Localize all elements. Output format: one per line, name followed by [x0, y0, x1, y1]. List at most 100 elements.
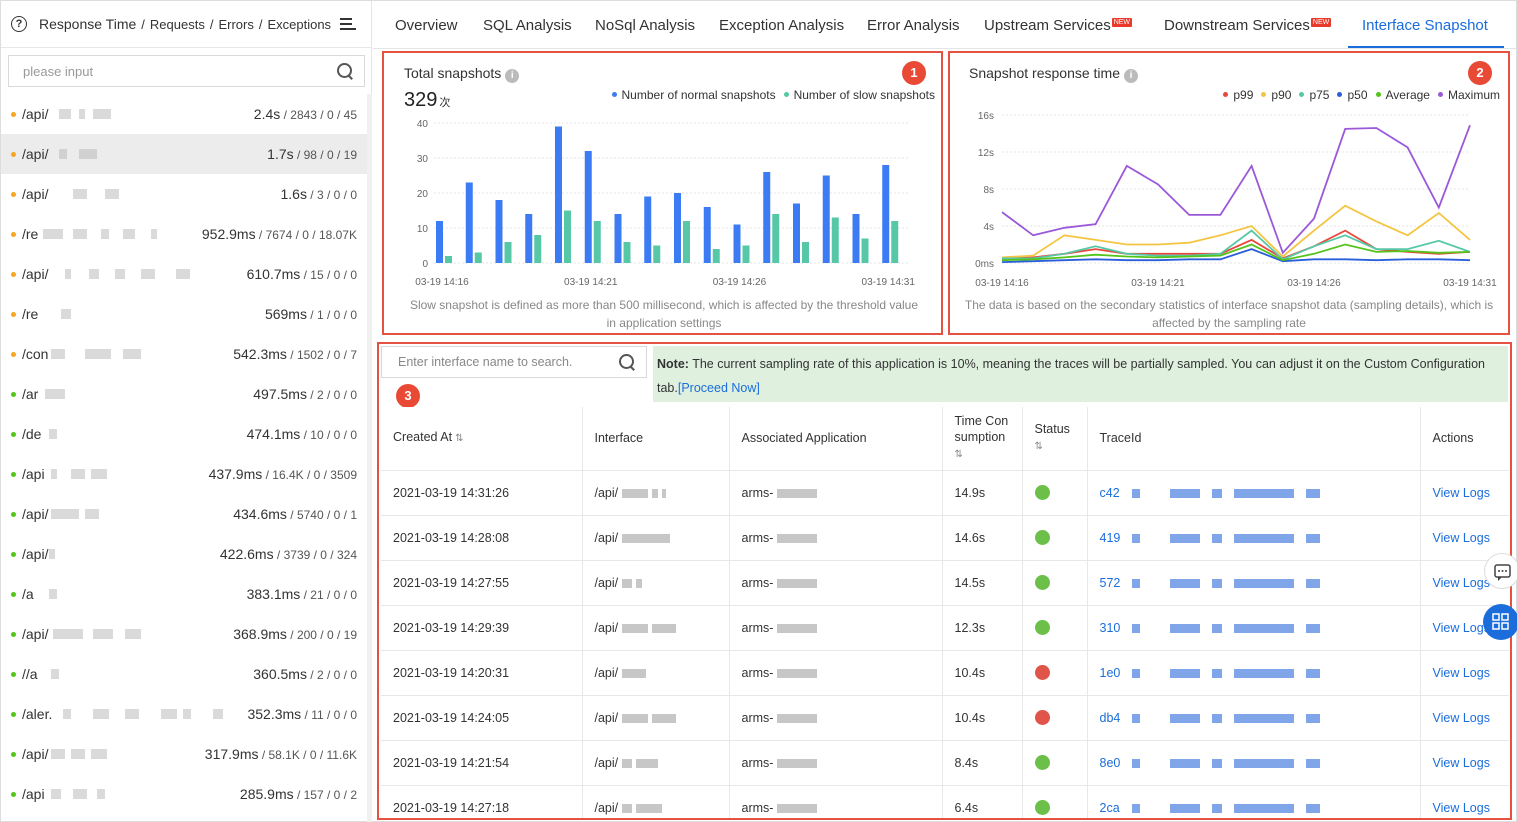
legend-item[interactable]: Number of slow snapshots [783, 88, 935, 102]
col-time-consumption[interactable]: Time Con sumption ⇅ [942, 407, 1023, 471]
interface-metrics: 285.9ms / 157 / 0 / 2 [240, 786, 357, 802]
traceid-link[interactable]: 310 [1099, 620, 1121, 635]
legend-item[interactable]: Maximum [1437, 88, 1500, 102]
traceid-cell[interactable]: db4 [1087, 695, 1421, 741]
view-logs-link[interactable]: View Logs [1432, 485, 1490, 500]
sort-icon[interactable]: ⇅ [1034, 441, 1043, 453]
list-item[interactable]: /re 952.9ms / 7674 / 0 / 18.07K [1, 214, 367, 254]
list-item[interactable]: //a 360.5ms / 2 / 0 / 0 [1, 654, 367, 694]
traceid-cell[interactable]: c42 [1087, 470, 1421, 516]
redacted-text [49, 589, 57, 599]
list-item[interactable]: /api/2.4s / 2843 / 0 / 45 [1, 94, 367, 134]
col-status[interactable]: Status ⇅ [1022, 407, 1088, 471]
search-icon[interactable] [618, 353, 636, 371]
interface-cell: /api/ [582, 695, 730, 741]
list-item[interactable]: /api/434.6ms / 5740 / 0 / 1 [1, 494, 367, 534]
x-tick-label: 03-19 14:26 [1287, 278, 1341, 289]
table-row: 2021-03-19 14:27:18/api/arms- 6.4s 2ca View… [381, 785, 1509, 818]
traceid-cell[interactable]: 1e0 [1087, 650, 1421, 696]
view-logs-link[interactable]: View Logs [1432, 800, 1490, 815]
tab-error-analysis[interactable]: Error Analysis [867, 17, 960, 34]
traceid-cell[interactable]: 310 [1087, 605, 1421, 651]
sidebar-scrollbar[interactable] [367, 94, 372, 822]
sort-icon[interactable]: ⇅ [455, 433, 464, 445]
tab-nosql-analysis[interactable]: NoSql Analysis [595, 17, 695, 34]
bar [593, 221, 601, 263]
legend-item[interactable]: Average [1375, 88, 1430, 102]
tab-label: Exception Analysis [719, 17, 845, 34]
traceid-cell[interactable]: 2ca [1087, 785, 1421, 818]
sort-menu-icon[interactable] [340, 17, 357, 31]
response-time: 1.7s [267, 146, 294, 162]
interface-search-input[interactable]: Enter interface name to search. [381, 346, 647, 378]
view-logs-link[interactable]: View Logs [1432, 530, 1490, 545]
view-logs-link[interactable]: View Logs [1432, 710, 1490, 725]
traceid-cell[interactable]: 8e0 [1087, 740, 1421, 786]
tab-overview[interactable]: Overview [395, 17, 458, 34]
view-logs-link[interactable]: View Logs [1432, 665, 1490, 680]
traceid-link[interactable]: db4 [1099, 710, 1121, 725]
redacted-text [91, 469, 107, 479]
list-item[interactable]: /api/368.9ms / 200 / 0 / 19 [1, 614, 367, 654]
tab-downstream-services[interactable]: Downstream Services NEW [1164, 17, 1332, 34]
legend-item[interactable]: Number of normal snapshots [611, 88, 776, 102]
redacted-text [1306, 668, 1321, 678]
list-item[interactable]: /con 542.3ms / 1502 / 0 / 7 [1, 334, 367, 374]
legend-item[interactable]: p99 [1223, 88, 1253, 102]
list-item[interactable]: /re 569ms / 1 / 0 / 0 [1, 294, 367, 334]
traceid-cell[interactable]: 419 [1087, 515, 1421, 561]
app-grid-button[interactable] [1483, 604, 1517, 640]
response-time: 368.9ms [233, 626, 287, 642]
list-item[interactable]: /ar 497.5ms / 2 / 0 / 0 [1, 374, 367, 414]
counts: / 11 / 0 / 0 [301, 708, 357, 722]
tab-sql-analysis[interactable]: SQL Analysis [483, 17, 572, 34]
status-dot [11, 271, 16, 277]
legend-item[interactable]: p50 [1337, 88, 1368, 102]
info-icon[interactable]: i [1123, 69, 1138, 83]
view-logs-link[interactable]: View Logs [1432, 755, 1490, 770]
traceid-link[interactable]: c42 [1099, 485, 1120, 500]
tab-exception-analysis[interactable]: Exception Analysis [719, 17, 844, 34]
list-item[interactable]: /api 285.9ms / 157 / 0 / 2 [1, 774, 367, 814]
traceid-link[interactable]: 419 [1099, 530, 1121, 545]
traceid-link[interactable]: 572 [1099, 575, 1121, 590]
feedback-button[interactable] [1484, 553, 1517, 589]
traceid-link[interactable]: 1e0 [1099, 665, 1121, 680]
list-item[interactable]: /api/610.7ms / 15 / 0 / 0 [1, 254, 367, 294]
legend-item[interactable]: p75 [1299, 88, 1329, 102]
info-icon[interactable]: i [505, 69, 520, 83]
list-item[interactable]: /api/422.6ms / 3739 / 0 / 324 [1, 534, 367, 574]
actions-cell: View Logs [1420, 515, 1509, 561]
sort-exceptions[interactable]: Exceptions [267, 16, 332, 32]
list-item[interactable]: /api/1.7s / 98 / 0 / 19 [1, 134, 367, 174]
list-item[interactable]: /api/317.9ms / 58.1K / 0 / 11.6K [1, 734, 367, 774]
col-created-at[interactable]: Created At ⇅ [381, 407, 583, 471]
traceid-link[interactable]: 8e0 [1099, 755, 1121, 770]
search-icon[interactable] [336, 62, 354, 80]
list-item[interactable]: /de 474.1ms / 10 / 0 / 0 [1, 414, 367, 454]
list-item[interactable]: /api/1.6s / 3 / 0 / 0 [1, 174, 367, 214]
sort-icon[interactable]: ⇅ [954, 449, 963, 461]
response-time-chart: 0ms 4s 8s 12s 16s 03-19 14:16 03-19 14:21 03-19… [975, 111, 1497, 289]
proceed-now-link[interactable]: [Proceed Now] [677, 381, 760, 395]
redacted-text [73, 189, 87, 199]
traceid-cell[interactable]: 572 [1087, 560, 1421, 606]
help-icon[interactable]: ? [11, 16, 27, 32]
list-item[interactable]: /aler. 352.3ms / 11 / 0 / 0 [1, 694, 367, 734]
sort-errors[interactable]: Errors [218, 16, 254, 32]
view-logs-link[interactable]: View Logs [1432, 620, 1490, 635]
table-row: 2021-03-19 14:21:54/api/arms- 8.4s 8e0 View… [381, 740, 1509, 786]
list-item[interactable]: /api 437.9ms / 16.4K / 0 / 3509 [1, 454, 367, 494]
view-logs-link[interactable]: View Logs [1432, 575, 1490, 590]
sort-requests[interactable]: Requests [149, 16, 205, 32]
legend-item[interactable]: p90 [1261, 88, 1291, 102]
sidebar-search-input[interactable]: please input [8, 55, 365, 87]
redacted-text [1234, 533, 1295, 543]
redacted-text [1306, 713, 1321, 723]
tab-interface-snapshot[interactable]: Interface Snapshot [1362, 17, 1488, 34]
sort-response-time[interactable]: Response Time [39, 16, 137, 32]
tab-upstream-services[interactable]: Upstream Services NEW [984, 17, 1133, 34]
list-item[interactable]: /a 383.1ms / 21 / 0 / 0 [1, 574, 367, 614]
note-label: Note: [657, 357, 689, 371]
traceid-link[interactable]: 2ca [1099, 800, 1120, 815]
